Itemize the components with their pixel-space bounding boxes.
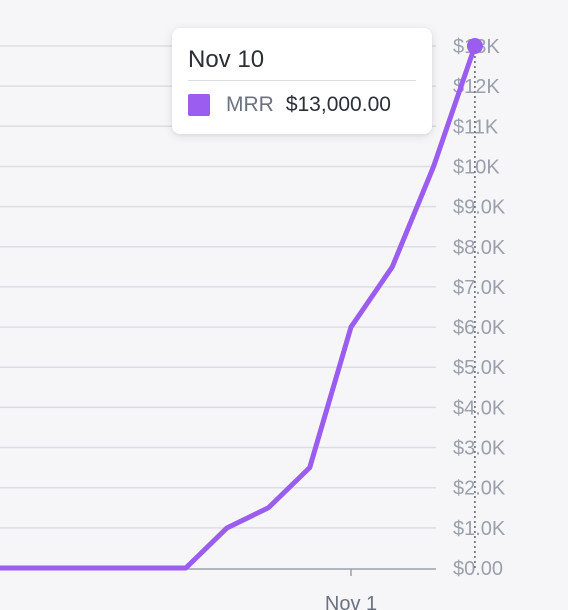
y-tick-label: $5.0K: [453, 357, 506, 379]
y-tick-label: $0.00: [453, 558, 503, 580]
series-color-swatch: [188, 94, 210, 116]
y-tick-label: $9.0K: [453, 197, 506, 219]
series-line-mrr: [0, 43, 478, 571]
y-tick-label: $10K: [453, 156, 500, 178]
y-tick-label: $8.0K: [453, 237, 506, 259]
tooltip-value: $13,000.00: [285, 93, 391, 116]
y-tick-label: $6.0K: [453, 317, 506, 339]
tooltip-date: Nov 10: [188, 46, 416, 81]
y-tick-label: $7.0K: [453, 277, 506, 299]
chart-tooltip: Nov 10 MRR $13,000.00: [172, 28, 432, 134]
y-tick-label: $1.0K: [453, 518, 506, 540]
y-tick-label: $3.0K: [453, 438, 506, 460]
y-tick-label: $11K: [453, 116, 499, 138]
x-tick-label: Nov 1: [325, 593, 377, 610]
y-tick-label: $2.0K: [453, 478, 506, 500]
tooltip-series-label: MRR: [226, 93, 274, 116]
tooltip-row: MRR $13,000.00: [188, 91, 416, 119]
hovered-point: [466, 38, 483, 54]
y-tick-label: $4.0K: [453, 397, 506, 419]
